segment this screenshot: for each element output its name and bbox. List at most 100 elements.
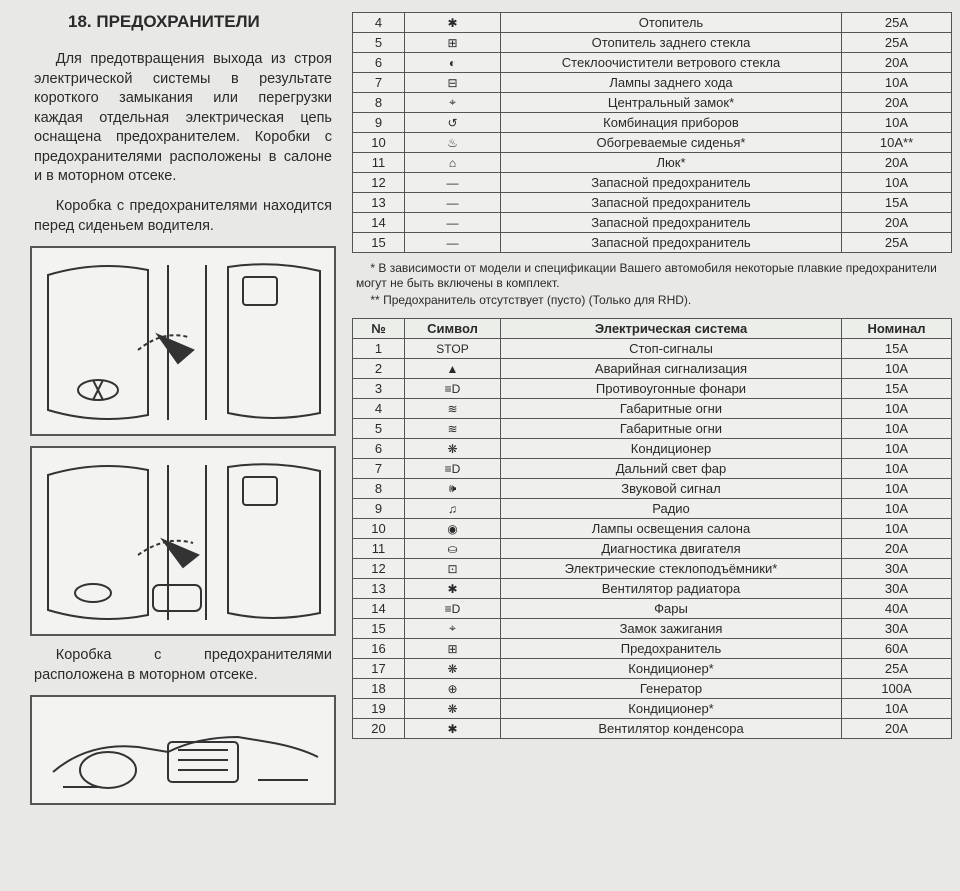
cell-nominal: 20A [842, 539, 952, 559]
cell-symbol: ⊞ [405, 33, 501, 53]
cell-number: 2 [353, 359, 405, 379]
intro-paragraph-3: Коробка с предохранителями расположена в… [34, 646, 332, 685]
table-row: 19❋Кондиционер*10A [353, 699, 952, 719]
table-row: 5⊞Отопитель заднего стекла25A [353, 33, 952, 53]
cell-system: Комбинация приборов [501, 113, 842, 133]
table-row: 1STOPСтоп-сигналы15A [353, 339, 952, 359]
fuse-table-bottom: № Символ Электрическая система Номинал 1… [352, 318, 952, 739]
cell-number: 7 [353, 73, 405, 93]
cell-nominal: 10A [842, 173, 952, 193]
table-row: 4✱Отопитель25A [353, 13, 952, 33]
cell-nominal: 15A [842, 339, 952, 359]
cell-system: Предохранитель [501, 639, 842, 659]
cell-nominal: 10A [842, 479, 952, 499]
table-row: 7≡DДальний свет фар10A [353, 459, 952, 479]
table-row: 3≡DПротивоугонные фонари15A [353, 379, 952, 399]
cell-system: Отопитель [501, 13, 842, 33]
intro-paragraph-1: Для предотвращения выхода из строя элект… [34, 50, 332, 187]
table-row: 15—Запасной предохранитель25A [353, 233, 952, 253]
table-row: 12⊡Электрические стеклоподъёмники*30A [353, 559, 952, 579]
cell-nominal: 10A [842, 399, 952, 419]
cell-symbol: ✱ [405, 13, 501, 33]
cell-symbol: — [405, 173, 501, 193]
cell-symbol: ⊕ [405, 679, 501, 699]
cell-number: 10 [353, 519, 405, 539]
cell-number: 19 [353, 699, 405, 719]
cell-symbol: ≡D [405, 459, 501, 479]
cell-number: 4 [353, 399, 405, 419]
cell-nominal: 20A [842, 213, 952, 233]
cell-nominal: 40A [842, 599, 952, 619]
fuse-table-top: 4✱Отопитель25A5⊞Отопитель заднего стекла… [352, 12, 952, 253]
cell-nominal: 10A [842, 113, 952, 133]
cell-number: 14 [353, 213, 405, 233]
cell-number: 5 [353, 419, 405, 439]
table-row: 10♨Обогреваемые сиденья*10A** [353, 133, 952, 153]
cell-nominal: 20A [842, 719, 952, 739]
table-row: 15⌖Замок зажигания30A [353, 619, 952, 639]
cell-number: 10 [353, 133, 405, 153]
cell-symbol: ≡D [405, 599, 501, 619]
cell-symbol: ◐ [405, 53, 501, 73]
cell-number: 13 [353, 193, 405, 213]
table-row: 12—Запасной предохранитель10A [353, 173, 952, 193]
footnote-2: ** Предохранитель отсутствует (пусто) (Т… [356, 293, 948, 308]
cell-number: 9 [353, 113, 405, 133]
cell-nominal: 10A [842, 419, 952, 439]
cell-symbol: ♫ [405, 499, 501, 519]
table-row: 14—Запасной предохранитель20A [353, 213, 952, 233]
cell-nominal: 15A [842, 193, 952, 213]
table-row: 18⊕Генератор100A [353, 679, 952, 699]
cell-symbol: ⛀ [405, 539, 501, 559]
cell-system: Вентилятор радиатора [501, 579, 842, 599]
cell-symbol: ▲ [405, 359, 501, 379]
cell-system: Генератор [501, 679, 842, 699]
cell-symbol: ⊞ [405, 639, 501, 659]
table-row: 11⛀Диагностика двигателя20A [353, 539, 952, 559]
cell-system: Вентилятор конденсора [501, 719, 842, 739]
cell-symbol: ◉ [405, 519, 501, 539]
cell-number: 15 [353, 233, 405, 253]
cell-number: 8 [353, 479, 405, 499]
diagram-footwell-2 [30, 446, 336, 636]
cell-system: Запасной предохранитель [501, 213, 842, 233]
cell-symbol: ⌂ [405, 153, 501, 173]
footnotes: * В зависимости от модели и спецификации… [356, 261, 948, 308]
cell-number: 12 [353, 559, 405, 579]
header-system: Электрическая система [501, 319, 842, 339]
cell-number: 20 [353, 719, 405, 739]
cell-system: Запасной предохранитель [501, 173, 842, 193]
cell-nominal: 25A [842, 13, 952, 33]
cell-number: 11 [353, 539, 405, 559]
table-row: 6◐Стеклоочистители ветрового стекла20A [353, 53, 952, 73]
cell-symbol: ≋ [405, 419, 501, 439]
table-row: 9↺Комбинация приборов10A [353, 113, 952, 133]
diagram-engine-bay [30, 695, 336, 805]
cell-nominal: 10A** [842, 133, 952, 153]
cell-number: 4 [353, 13, 405, 33]
footnote-1: * В зависимости от модели и спецификации… [356, 261, 948, 291]
cell-number: 14 [353, 599, 405, 619]
cell-number: 6 [353, 53, 405, 73]
intro-paragraph-2: Коробка с предохранителями находится пер… [34, 197, 332, 236]
cell-system: Кондиционер* [501, 659, 842, 679]
table-row: 4≋Габаритные огни10A [353, 399, 952, 419]
cell-number: 7 [353, 459, 405, 479]
cell-nominal: 20A [842, 93, 952, 113]
header-number: № [353, 319, 405, 339]
cell-nominal: 10A [842, 439, 952, 459]
cell-nominal: 20A [842, 53, 952, 73]
table-row: 11⌂Люк*20A [353, 153, 952, 173]
cell-system: Центральный замок* [501, 93, 842, 113]
cell-number: 1 [353, 339, 405, 359]
cell-system: Дальний свет фар [501, 459, 842, 479]
cell-symbol: ❋ [405, 439, 501, 459]
cell-system: Люк* [501, 153, 842, 173]
cell-nominal: 30A [842, 579, 952, 599]
cell-symbol: ♨ [405, 133, 501, 153]
cell-system: Диагностика двигателя [501, 539, 842, 559]
cell-system: Электрические стеклоподъёмники* [501, 559, 842, 579]
cell-symbol: ⊡ [405, 559, 501, 579]
header-nominal: Номинал [842, 319, 952, 339]
cell-nominal: 30A [842, 619, 952, 639]
